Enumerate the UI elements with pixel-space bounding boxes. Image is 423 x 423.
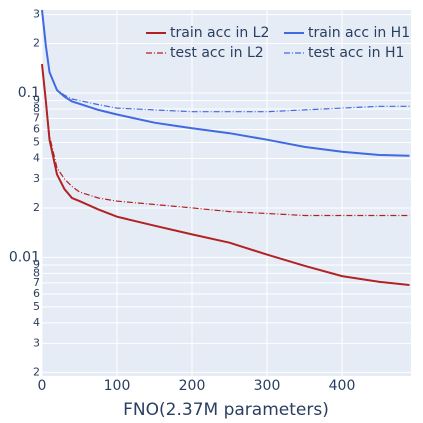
x-tick-label: 100: [104, 378, 131, 394]
x-tick-label: 300: [254, 378, 281, 394]
y-tick-label: 2: [33, 365, 40, 378]
y-tick-label: 0.01: [9, 249, 40, 265]
y-tick-label: 7: [33, 112, 40, 125]
y-tick-label: 4: [33, 316, 40, 329]
y-tick-label: 0.1: [18, 85, 40, 101]
legend-label: train acc in L2: [170, 25, 269, 41]
series-line: [41, 9, 410, 113]
y-tick-label: 3: [33, 8, 40, 21]
x-tick-label: 200: [179, 378, 206, 394]
y-tick-label: 3: [33, 336, 40, 349]
plot-area: [42, 10, 411, 376]
series-line: [41, 64, 410, 217]
y-tick-label: 2: [33, 201, 40, 214]
x-tick-label: 0: [38, 378, 47, 394]
y-tick-label: 7: [33, 276, 40, 289]
legend-label: train acc in H1: [308, 25, 410, 41]
y-tick-label: 9: [33, 94, 40, 107]
series-line: [41, 63, 410, 286]
y-tick-label: 9: [33, 258, 40, 271]
x-tick-label: 400: [329, 378, 356, 394]
y-tick-label: 8: [33, 266, 40, 279]
legend-label: test acc in L2: [170, 45, 264, 61]
y-tick-label: 5: [33, 136, 40, 149]
x-axis-title: FNO(2.37M parameters): [123, 400, 329, 420]
y-tick-label: 8: [33, 102, 40, 115]
y-tick-label: 5: [33, 300, 40, 313]
y-tick-label: 6: [33, 123, 40, 136]
legend-label: test acc in H1: [308, 45, 404, 61]
series-line: [41, 9, 410, 157]
y-tick-label: 4: [33, 151, 40, 164]
y-tick-label: 2: [33, 37, 40, 50]
y-tick-label: 6: [33, 287, 40, 300]
y-tick-label: 3: [33, 172, 40, 185]
